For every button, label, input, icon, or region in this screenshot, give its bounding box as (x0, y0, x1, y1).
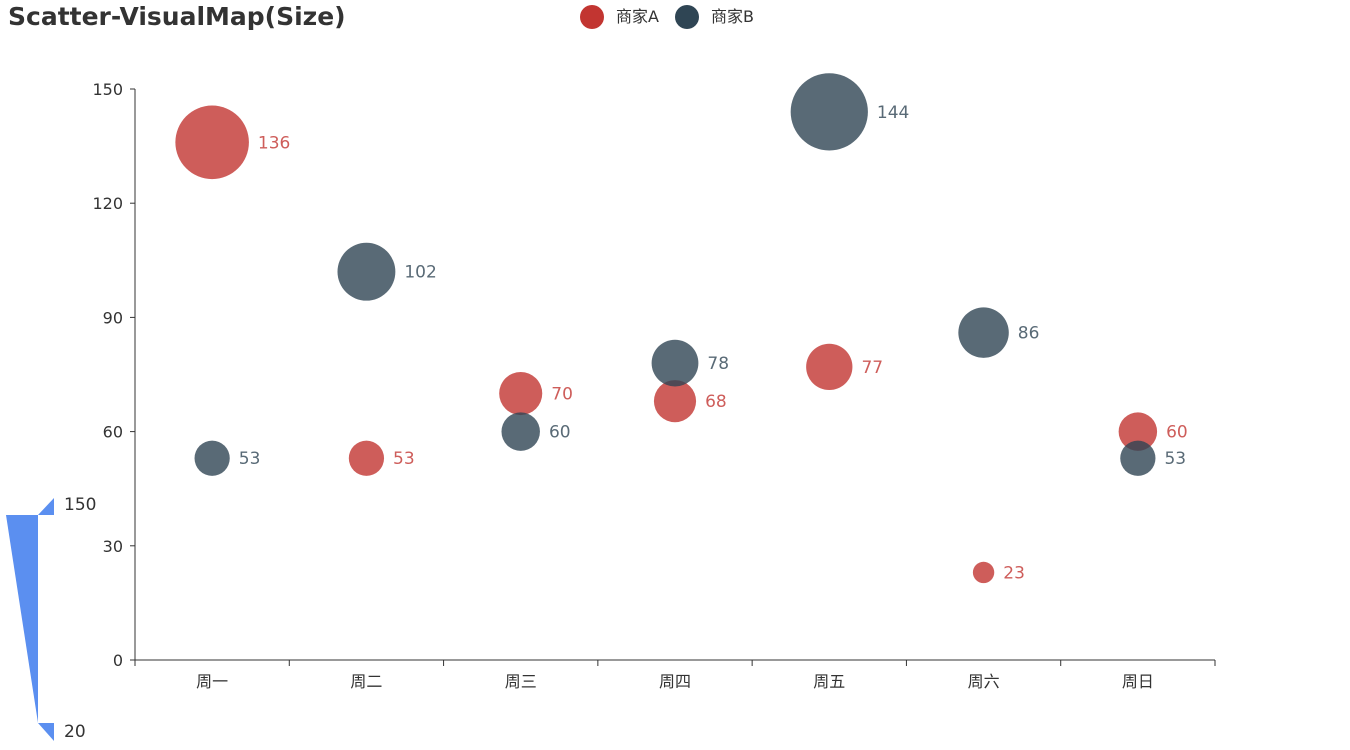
legend-item-b[interactable]: 商家B (674, 5, 754, 29)
x-tick-label: 周四 (659, 672, 691, 691)
scatter-point (806, 343, 853, 391)
visualmap-min-label: 20 (64, 722, 86, 742)
y-tick-label: 90 (103, 308, 123, 327)
point-label: 60 (549, 423, 571, 443)
point-label: 136 (258, 133, 290, 153)
point-label: 70 (551, 385, 573, 405)
x-tick-label: 周二 (350, 672, 382, 691)
y-tick-label: 60 (103, 423, 123, 442)
visualmap-max-label: 150 (64, 495, 96, 515)
scatter-point (790, 73, 868, 151)
chart-title: Scatter-VisualMap(Size) (8, 2, 346, 31)
scatter-point (972, 561, 995, 584)
scatter-point (337, 242, 396, 301)
x-tick-label: 周五 (813, 672, 845, 691)
scatter-point (651, 339, 699, 387)
y-tick-label: 0 (113, 651, 123, 670)
legend-label-a: 商家A (616, 7, 659, 26)
visualmap-handle-min (38, 723, 54, 741)
legend-swatch-a (580, 5, 604, 29)
point-label: 86 (1018, 324, 1040, 344)
scatter-point (175, 105, 249, 180)
point-label: 78 (707, 354, 729, 374)
legend: 商家A 商家B (580, 5, 770, 29)
y-tick-label: 150 (92, 80, 123, 99)
point-label: 68 (705, 392, 727, 412)
point-label: 53 (239, 449, 261, 469)
x-tick-label: 周一 (196, 672, 228, 691)
legend-label-b: 商家B (710, 7, 754, 26)
y-tick-label: 120 (92, 194, 123, 213)
scatter-point (348, 440, 385, 476)
scatter-point (958, 307, 1009, 358)
scatter-point (194, 440, 230, 476)
y-tick-label: 30 (103, 537, 123, 556)
point-label: 77 (861, 358, 883, 378)
x-tick-label: 周六 (968, 672, 1000, 691)
legend-item-a[interactable]: 商家A (580, 5, 659, 29)
visualmap-handle-max (38, 498, 54, 515)
scatter-point (499, 371, 543, 416)
point-label: 53 (1164, 449, 1186, 469)
scatter-point (501, 412, 540, 451)
point-label: 60 (1166, 423, 1188, 443)
point-label: 144 (877, 103, 909, 123)
scatter-point (1120, 440, 1156, 476)
legend-swatch-b (674, 5, 699, 29)
point-label: 53 (393, 449, 415, 469)
point-label: 102 (404, 263, 436, 283)
scatter-point (653, 380, 697, 423)
visualmap-bar (6, 515, 38, 723)
scatter-point (1118, 412, 1158, 451)
x-tick-label: 周三 (505, 672, 537, 691)
x-tick-label: 周日 (1122, 672, 1154, 691)
point-label: 23 (1003, 563, 1025, 583)
